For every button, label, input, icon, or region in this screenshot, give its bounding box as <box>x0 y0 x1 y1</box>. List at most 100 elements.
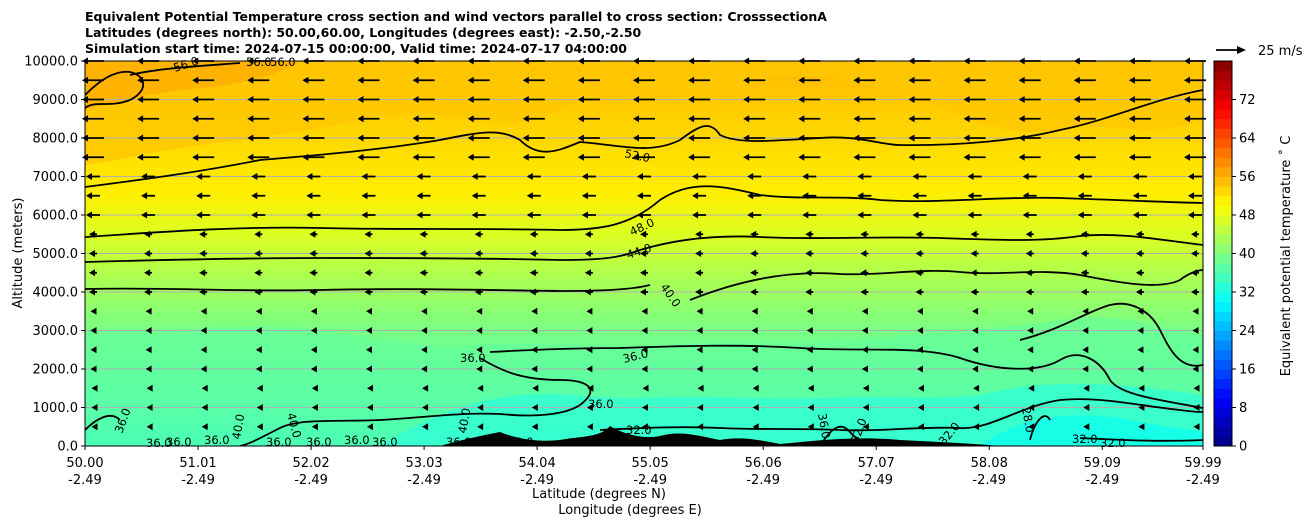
wind-vector <box>255 307 262 315</box>
wind-vector <box>692 173 707 180</box>
x-tick-label-lon: -2.49 <box>294 473 328 488</box>
wind-vector <box>581 173 596 180</box>
wind-vector <box>577 96 600 103</box>
wind-vector <box>860 250 869 257</box>
wind-vector <box>807 423 814 431</box>
wind-vector <box>192 76 215 84</box>
wind-vector <box>1128 96 1151 103</box>
y-axis-label: Altitude (meters) <box>11 198 26 309</box>
x-tick-label-lat: 57.07 <box>858 456 895 471</box>
wind-vector <box>357 134 380 142</box>
x-tick-label-lat: 51.01 <box>179 456 216 471</box>
wind-vector <box>696 327 703 334</box>
contour-36c <box>85 415 121 431</box>
wind-vector <box>857 192 872 200</box>
wind-vector <box>853 134 876 142</box>
wind-vector <box>471 192 486 200</box>
wind-vector <box>90 327 97 334</box>
wind-vector <box>908 134 931 142</box>
quiver-key: 25 m/s <box>1216 44 1303 59</box>
wind-vector <box>137 153 160 161</box>
wind-vector <box>802 192 817 200</box>
wind-vector <box>419 288 428 296</box>
wind-vector <box>970 250 979 257</box>
wind-vector <box>1193 404 1200 411</box>
wind-vector <box>364 288 373 296</box>
wind-vector <box>412 115 435 123</box>
wind-vector <box>199 288 208 296</box>
wind-vector <box>586 423 593 431</box>
wind-vector <box>141 173 156 180</box>
wind-vector <box>531 346 538 354</box>
wind-vector <box>1132 173 1147 180</box>
wind-vector <box>366 346 372 354</box>
wind-vector <box>477 384 484 392</box>
wind-vector <box>853 115 876 123</box>
colorbar-band <box>1214 243 1232 254</box>
wind-vector <box>915 269 924 277</box>
wind-vector <box>467 76 490 84</box>
wind-vector <box>695 288 704 296</box>
wind-vector <box>366 327 372 334</box>
wind-vector <box>1137 327 1144 334</box>
wind-vector <box>688 76 711 84</box>
wind-vector <box>973 404 980 411</box>
wind-vector <box>422 423 429 431</box>
contour-44 <box>85 234 1203 263</box>
wind-vector <box>967 211 982 219</box>
wind-vector <box>526 192 541 200</box>
colorbar-band <box>1214 195 1232 206</box>
wind-vector <box>89 269 97 277</box>
colorbar-band <box>1214 320 1232 331</box>
wind-vector <box>1138 404 1145 411</box>
contour-label: 32.0 <box>1072 432 1098 446</box>
wind-vector <box>584 230 593 238</box>
wind-vector <box>861 365 868 373</box>
wind-vector <box>522 76 545 84</box>
wind-vector <box>696 346 703 354</box>
wind-vector <box>1018 153 1041 161</box>
wind-vector <box>1073 76 1096 84</box>
chart-title-line-2: Latitudes (degrees north): 50.00,60.00, … <box>85 25 642 40</box>
wind-vector <box>1128 134 1151 142</box>
contour-56a <box>85 70 145 109</box>
colorbar-band <box>1214 166 1232 177</box>
wind-vector <box>366 365 372 373</box>
wind-vector <box>247 115 270 123</box>
wind-vector <box>853 153 876 161</box>
contour-40-mid <box>689 269 1203 301</box>
wind-vector <box>1082 365 1089 373</box>
contour-label: 40.0 <box>284 411 304 439</box>
wind-vector <box>421 307 428 315</box>
wind-vector <box>419 269 428 277</box>
colorbar-band <box>1214 186 1232 197</box>
wind-vector <box>1138 384 1145 392</box>
wind-vector <box>747 211 762 219</box>
contour-label: 36.0 <box>460 351 486 365</box>
wind-vector <box>522 96 545 103</box>
wind-vector <box>467 153 490 161</box>
wind-vector <box>915 288 924 296</box>
wind-vector <box>474 269 483 277</box>
wind-vector <box>474 250 483 257</box>
wind-vector <box>471 173 486 180</box>
wind-vector <box>688 115 711 123</box>
wind-vector <box>199 269 208 277</box>
wind-vector <box>917 346 923 354</box>
wind-vector <box>633 153 655 161</box>
x-tick-label-lon: -2.49 <box>181 473 215 488</box>
x-tick-label-lon: -2.49 <box>1085 473 1119 488</box>
wind-vector <box>311 404 318 411</box>
wind-vector <box>364 230 373 238</box>
colorbar-band <box>1214 138 1232 149</box>
colorbar-band <box>1214 128 1232 139</box>
wind-vector <box>522 115 545 123</box>
wind-vector <box>145 307 152 315</box>
contour-label: 36.0 <box>204 433 230 447</box>
wind-vector <box>89 230 97 238</box>
wind-vector <box>752 423 759 431</box>
wind-vector <box>642 384 649 392</box>
wind-vector <box>743 76 766 84</box>
wind-vector <box>467 115 490 123</box>
wind-vector <box>1132 192 1147 200</box>
